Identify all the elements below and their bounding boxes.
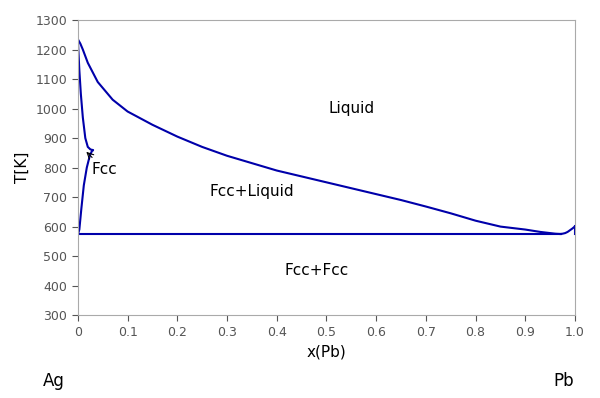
Text: Liquid: Liquid <box>328 101 374 116</box>
Text: Fcc+Fcc: Fcc+Fcc <box>284 263 349 278</box>
Y-axis label: T[K]: T[K] <box>15 152 30 183</box>
Text: Fcc: Fcc <box>87 153 118 177</box>
Text: Fcc+Liquid: Fcc+Liquid <box>209 184 294 199</box>
X-axis label: x(Pb): x(Pb) <box>307 344 346 359</box>
Text: Pb: Pb <box>554 372 574 390</box>
Text: Ag: Ag <box>43 372 65 390</box>
